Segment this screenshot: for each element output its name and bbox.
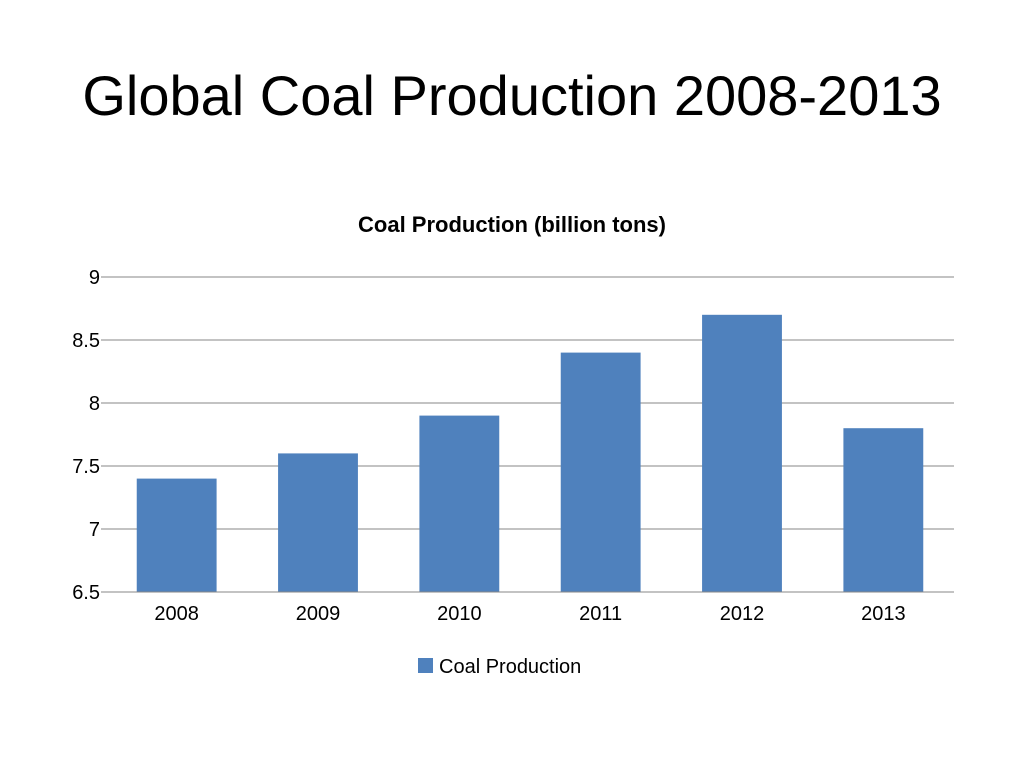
x-tick-label: 2009 xyxy=(296,603,341,625)
x-tick-label: 2010 xyxy=(437,603,482,625)
y-axis-tick-labels: 6.5 7 7.5 8 8.5 9 xyxy=(72,267,100,604)
bar-2010 xyxy=(419,415,500,592)
bar-2013 xyxy=(843,428,924,592)
legend-swatch-coal-production xyxy=(418,658,433,673)
legend: Coal Production xyxy=(418,656,581,678)
bar-2009 xyxy=(278,453,358,592)
bar-2012 xyxy=(702,314,782,592)
gridlines xyxy=(101,276,954,593)
x-tick-label: 2011 xyxy=(579,603,622,625)
y-tick-label: 8.5 xyxy=(72,330,100,352)
legend-label-coal-production: Coal Production xyxy=(439,656,581,678)
slide-title: Global Coal Production 2008-2013 xyxy=(82,64,942,127)
y-tick-label: 7.5 xyxy=(72,456,100,478)
x-tick-label: 2008 xyxy=(154,603,199,625)
y-tick-label: 8 xyxy=(89,393,100,415)
x-tick-label: 2013 xyxy=(861,603,906,625)
y-tick-label: 9 xyxy=(89,267,100,289)
bar-2011 xyxy=(560,352,641,592)
y-tick-label: 6.5 xyxy=(72,582,100,604)
x-tick-label: 2012 xyxy=(720,603,765,625)
bar-2008 xyxy=(136,478,217,592)
chart-title: Coal Production (billion tons) xyxy=(358,212,666,237)
x-axis-tick-labels: 2008 2009 2010 2011 2012 2013 xyxy=(154,603,905,625)
y-tick-label: 7 xyxy=(89,519,100,541)
bars xyxy=(106,314,954,593)
